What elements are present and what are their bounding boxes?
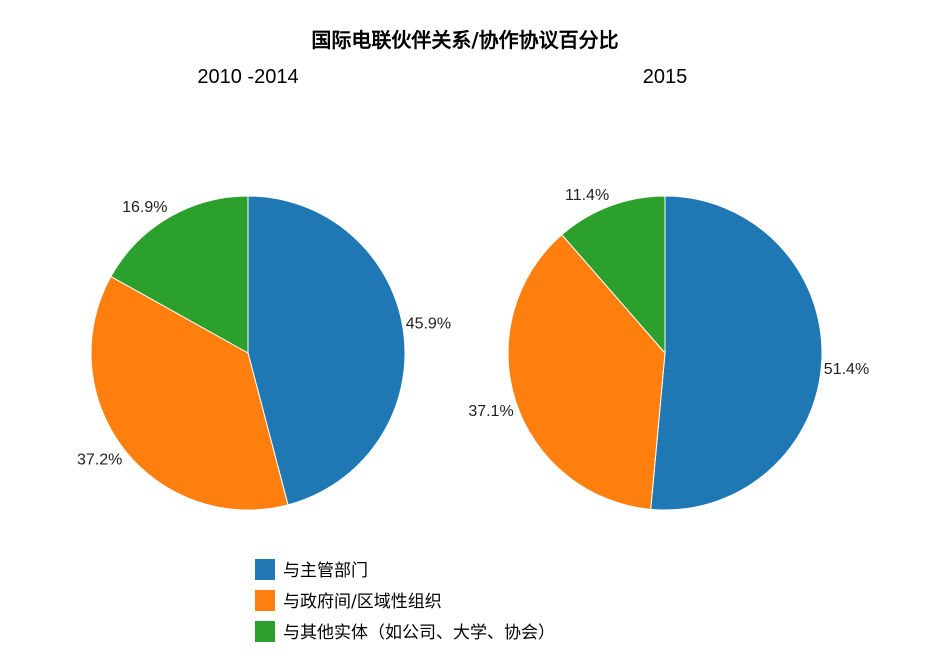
pie-chart-2015: 2015 51.4% 37.1% 11.4% (468, 66, 869, 511)
legend-swatch-intergovernmental (255, 590, 275, 611)
pie-1-slice-other-entities (561, 195, 666, 355)
chart-title: 国际电联伙伴关系/协作协议百分比 (311, 28, 618, 52)
data-label-2010-2014-intergovernmental: 37.2% (77, 452, 122, 469)
pie-1-slice-administrations (650, 195, 823, 511)
pie-slices-2015 (507, 195, 823, 511)
legend-item-other-entities: 与其他实体（如公司、大学、协会） (255, 621, 555, 643)
legend-item-administrations: 与主管部门 (255, 559, 368, 581)
data-label-2015-other-entities: 11.4% (565, 187, 609, 204)
legend: 与主管部门 与政府间/区域性组织 与其他实体（如公司、大学、协会） (255, 559, 555, 643)
data-label-2010-2014-administrations: 45.9% (406, 316, 451, 333)
data-label-2010-2014-other-entities: 16.9% (122, 199, 167, 216)
pie-slices-2010-2014 (90, 195, 406, 511)
pie-1-slice-intergovernmental (507, 233, 666, 510)
pie-subtitle-2010-2014: 2010 -2014 (197, 66, 298, 88)
legend-label-administrations: 与主管部门 (283, 561, 368, 581)
pie-0-slice-other-entities (110, 195, 249, 354)
pie-chart-2010-2014: 2010 -2014 45.9% 37.2% 16.9% (77, 66, 451, 511)
pie-subtitle-2015: 2015 (643, 66, 688, 88)
data-label-2015-intergovernmental: 37.1% (468, 403, 513, 420)
data-label-2015-administrations: 51.4% (824, 361, 869, 378)
pie-0-slice-intergovernmental (90, 275, 289, 511)
legend-swatch-administrations (255, 559, 275, 580)
legend-label-other-entities: 与其他实体（如公司、大学、协会） (283, 623, 555, 643)
legend-label-intergovernmental: 与政府间/区域性组织 (283, 592, 442, 612)
legend-swatch-other-entities (255, 621, 275, 642)
pie-0-slice-administrations (247, 195, 406, 506)
legend-item-intergovernmental: 与政府间/区域性组织 (255, 590, 442, 612)
